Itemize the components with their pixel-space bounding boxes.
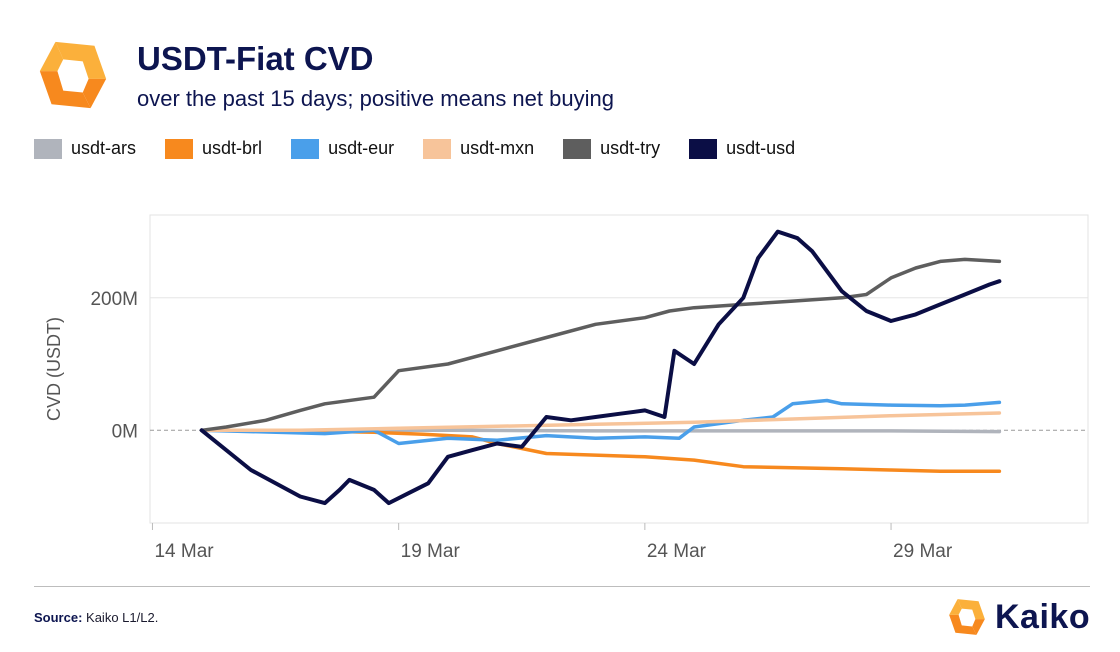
logo-shape-yellow xyxy=(55,41,107,79)
brand-footer: Kaiko xyxy=(945,596,1090,638)
kaiko-logo-small xyxy=(949,599,985,635)
x-tick-label: 24 Mar xyxy=(647,541,707,562)
legend-item-usdt-ars: usdt-ars xyxy=(34,138,136,159)
plot-frame xyxy=(149,214,1089,524)
logo-shape-orange-right xyxy=(82,78,107,109)
x-tick-label: 29 Mar xyxy=(893,541,953,562)
axis-layer xyxy=(151,523,892,530)
series-line-usdt-try xyxy=(199,257,1002,433)
series-line-usdt-mxn xyxy=(199,411,1002,433)
legend-label-usdt-usd: usdt-usd xyxy=(726,138,796,158)
logo-small-yellow xyxy=(957,599,985,620)
series-layer xyxy=(199,229,1002,506)
brand-name: Kaiko xyxy=(995,597,1091,636)
series-line-usdt-usd xyxy=(199,229,1002,506)
legend-item-usdt-mxn: usdt-mxn xyxy=(423,138,534,159)
legend-swatch-usdt-eur xyxy=(291,138,320,159)
logo-small-orange-right xyxy=(972,619,985,635)
legend-item-usdt-try: usdt-try xyxy=(563,138,660,159)
legend-swatch-usdt-usd xyxy=(689,138,718,159)
legend-label-usdt-ars: usdt-ars xyxy=(71,138,137,158)
logo-shape-orange xyxy=(39,71,91,109)
series-line-usdt-eur xyxy=(199,398,1002,446)
x-tick-label: 19 Mar xyxy=(401,541,461,562)
legend-item-usdt-eur: usdt-eur xyxy=(291,138,394,159)
legend-swatch-usdt-brl xyxy=(165,138,194,159)
y-axis-label: CVD (USDT) xyxy=(44,317,64,421)
legend-label-usdt-brl: usdt-brl xyxy=(202,138,263,158)
series-line-usdt-brl xyxy=(199,428,1002,474)
legend-label-usdt-try: usdt-try xyxy=(600,138,661,158)
source-text: Kaiko L1/L2. xyxy=(86,610,159,625)
source-note: Source: Kaiko L1/L2. xyxy=(34,610,158,625)
source-label: Source: xyxy=(34,610,83,625)
chart-subtitle: over the past 15 days; positive means ne… xyxy=(137,86,614,111)
legend-item-usdt-usd: usdt-usd xyxy=(689,138,795,159)
logo-small-yellow-left xyxy=(949,599,962,615)
legend-label-usdt-mxn: usdt-mxn xyxy=(460,138,535,158)
legend-swatch-usdt-try xyxy=(563,138,592,159)
chart-title: USDT-Fiat CVD xyxy=(137,40,374,77)
y-tick-label: 0M xyxy=(112,421,138,442)
legend-swatch-usdt-ars xyxy=(34,138,62,159)
logo-shape-yellow-left xyxy=(39,41,64,72)
y-tick-label: 200M xyxy=(90,289,138,310)
label-layer: 0M 200M 14 Mar 19 Mar 24 Mar 29 Mar CVD (USDT) xyxy=(44,289,953,562)
legend-item-usdt-brl: usdt-brl xyxy=(165,138,262,159)
chart-legend: usdt-ars usdt-brl usdt-eur usdt-mxn usdt… xyxy=(34,138,824,159)
footer-divider xyxy=(34,586,1090,587)
kaiko-logo xyxy=(39,41,107,109)
legend-swatch-usdt-mxn xyxy=(423,138,452,159)
cvd-line-chart: 0M 200M 14 Mar 19 Mar 24 Mar 29 Mar CVD (USDT) xyxy=(44,214,1089,562)
logo-small-orange xyxy=(949,614,977,635)
x-tick-label: 14 Mar xyxy=(154,541,214,562)
legend-label-usdt-eur: usdt-eur xyxy=(328,138,395,158)
